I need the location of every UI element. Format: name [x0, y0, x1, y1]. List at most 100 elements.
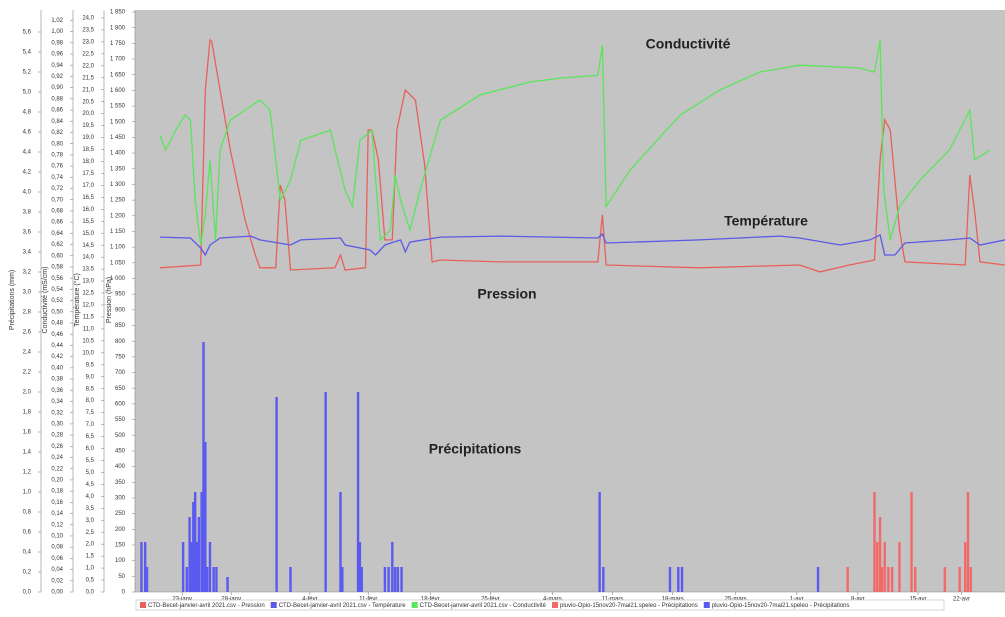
x-tick-label: 18-mars	[662, 597, 684, 603]
y-tick-label: 0,82	[51, 130, 63, 136]
y-tick-label: 14,5	[82, 243, 94, 249]
y-tick-label: 10,5	[82, 338, 94, 344]
y-tick-label: 16,0	[82, 207, 94, 213]
y-tick-label: 18,0	[82, 159, 94, 165]
x-tick-label: 8-avr	[851, 597, 865, 603]
y-tick-label: 0,2	[23, 570, 32, 576]
y-tick-label: 1 700	[110, 57, 126, 63]
y-tick-label: 1,2	[23, 470, 32, 476]
precipitation-bar	[396, 567, 400, 592]
y-tick-label: 6,0	[86, 446, 95, 452]
y-tick-label: 0,5	[86, 578, 95, 584]
y-tick-label: 0,30	[51, 421, 63, 427]
y-tick-label: 250	[115, 511, 126, 517]
y-tick-label: 1 250	[110, 198, 126, 204]
y-tick-label: 0,4	[23, 550, 32, 556]
y-tick-label: 3,4	[23, 250, 32, 256]
legend-label: CTD-Becet-janvier-avril 2021.csv - Press…	[148, 603, 265, 609]
y-tick-label: 1 000	[110, 276, 126, 282]
y-tick-label: 0,54	[51, 287, 63, 293]
y-tick-label: 0,86	[51, 108, 63, 114]
y-tick-label: 3,2	[23, 270, 32, 276]
legend-label: CTD-Becet-janvier-avril 2021.csv - Tempé…	[279, 603, 407, 609]
precipitation-bar	[358, 542, 362, 592]
precipitation-bar	[598, 492, 601, 592]
y-tick-label: 200	[115, 527, 126, 533]
y-tick-label: 0,26	[51, 444, 63, 450]
precipitation-bar	[391, 542, 394, 592]
y-tick-label: 9,0	[86, 374, 95, 380]
annotation: Précipitations	[429, 441, 522, 457]
precipitation-bar	[195, 542, 199, 592]
y-tick-label: 8,5	[86, 386, 95, 392]
x-tick-label: 15-avr	[909, 597, 926, 603]
precipitation-bar	[341, 567, 344, 592]
y-tick-label: 1,4	[23, 450, 32, 456]
y-tick-label: 0,20	[51, 478, 63, 484]
y-tick-label: 1 050	[110, 260, 126, 266]
y-tick-label: 14,0	[82, 255, 94, 261]
series-line	[159, 39, 991, 246]
precipitation-bar	[190, 542, 193, 592]
precipitation-bar	[816, 567, 820, 592]
y-tick-label: 11,0	[83, 326, 95, 332]
precipitation-bar	[215, 567, 218, 592]
y-tick-label: 800	[115, 339, 126, 345]
precipitation-bar	[878, 517, 882, 592]
x-tick-label: 22-avr	[953, 597, 970, 603]
precipitation-bar	[181, 542, 185, 592]
precipitation-bar	[360, 567, 363, 592]
precipitation-bar	[680, 567, 684, 592]
y-tick-label: 900	[115, 307, 126, 313]
precipitation-bar	[914, 567, 917, 592]
y-tick-label: 0,38	[51, 377, 63, 383]
y-tick-label: 23,0	[82, 39, 94, 45]
y-tick-label: 0,44	[51, 343, 63, 349]
y-tick-label: 13,0	[82, 279, 94, 285]
x-tick-label: 28-janv	[221, 597, 241, 603]
precipitation-bar	[145, 567, 149, 592]
y-tick-label: 4,2	[23, 170, 32, 176]
y-tick-label: 21,0	[82, 87, 94, 93]
y-tick-label: 650	[115, 386, 126, 392]
y-tick-label: 10,0	[82, 350, 94, 356]
y-tick-label: 0,12	[51, 522, 63, 528]
y-tick-label: 500	[115, 433, 126, 439]
y-tick-label: 3,6	[23, 230, 32, 236]
y-tick-label: 0,68	[51, 209, 63, 215]
y-tick-label: 150	[115, 543, 126, 549]
legend-swatch	[270, 602, 277, 608]
y-tick-label: 0,56	[51, 276, 63, 282]
y-tick-label: 0,72	[51, 186, 63, 192]
y-tick-label: 8,0	[86, 398, 95, 404]
y-tick-label: 0,84	[51, 119, 63, 125]
y-axis-title: Température (°C)	[73, 273, 81, 327]
y-tick-label: 0,18	[51, 489, 63, 495]
y-tick-label: 0,60	[51, 253, 63, 259]
legend-swatch	[140, 602, 146, 608]
y-tick-label: 750	[115, 354, 126, 360]
y-tick-label: 0,94	[51, 63, 63, 69]
y-tick-label: 11,5	[83, 315, 95, 321]
y-tick-label: 0,24	[51, 455, 63, 461]
precipitation-bar	[880, 567, 884, 592]
legend-box	[135, 599, 945, 611]
y-tick-label: 0,92	[51, 74, 63, 80]
y-tick-label: 0,0	[86, 590, 95, 596]
series-line	[159, 38, 1005, 273]
y-tick-label: 4,8	[23, 110, 32, 116]
annotation: Pression	[477, 286, 536, 302]
y-tick-label: 400	[115, 464, 126, 470]
precipitation-bar	[205, 567, 209, 592]
y-tick-label: 0,80	[51, 141, 63, 147]
y-tick-label: 1 150	[110, 229, 126, 235]
y-tick-label: 15,0	[82, 231, 94, 237]
y-tick-label: 2,0	[23, 390, 32, 396]
y-tick-label: 100	[115, 558, 126, 564]
y-tick-label: 17,0	[82, 183, 94, 189]
y-tick-label: 23,5	[82, 28, 94, 34]
y-tick-label: 1 200	[110, 213, 126, 219]
x-tick-label: 25-févr	[481, 597, 500, 603]
precipitation-bar	[966, 492, 970, 592]
y-tick-label: 12,0	[82, 303, 94, 309]
